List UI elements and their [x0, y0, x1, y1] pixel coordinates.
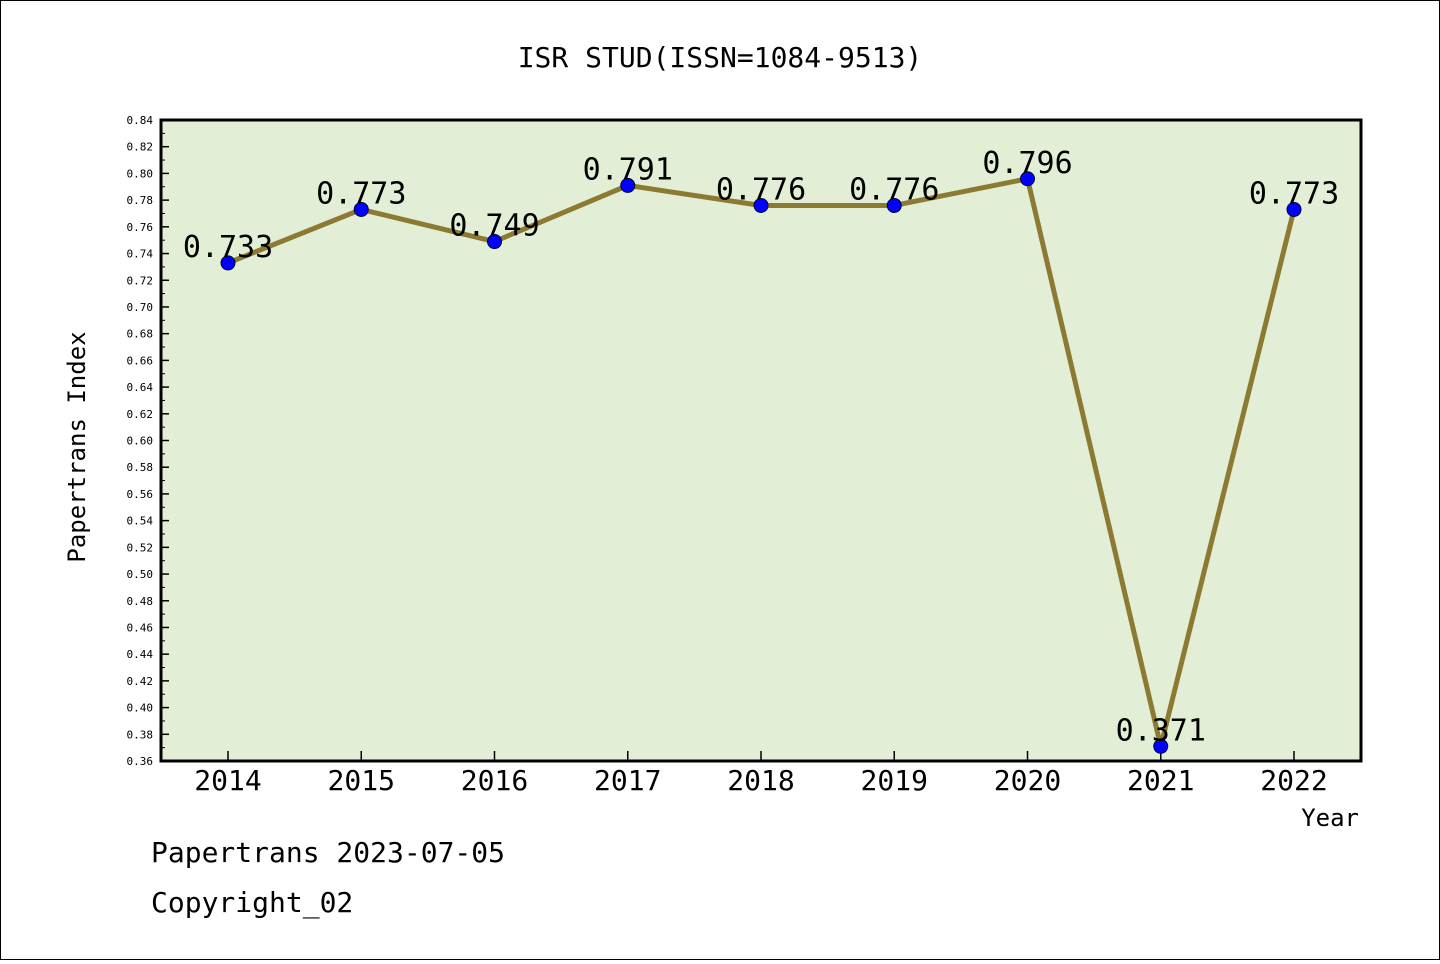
data-point: [886, 197, 902, 213]
y-tick-label: 0.52: [127, 541, 154, 554]
data-label: 0.776: [849, 172, 939, 207]
data-label: 0.749: [449, 209, 539, 244]
y-tick-label: 0.68: [127, 328, 154, 341]
y-tick-label: 0.62: [127, 408, 154, 421]
y-tick-label: 0.70: [127, 301, 154, 314]
x-tick-label: 2019: [861, 764, 928, 797]
x-tick-label: 2014: [194, 764, 261, 797]
y-tick-label: 0.44: [127, 648, 154, 661]
y-tick-label: 0.54: [127, 515, 154, 528]
x-tick-label: 2017: [594, 764, 661, 797]
data-point: [220, 255, 236, 271]
y-tick-label: 0.76: [127, 221, 154, 234]
y-tick-label: 0.72: [127, 274, 154, 287]
x-tick-label: 2018: [727, 764, 794, 797]
y-tick-label: 0.78: [127, 194, 154, 207]
data-point: [1286, 201, 1302, 217]
x-tick-label: 2022: [1260, 764, 1327, 797]
data-point: [1153, 738, 1169, 754]
data-point: [753, 197, 769, 213]
x-tick-label: 2015: [328, 764, 395, 797]
y-tick-label: 0.46: [127, 621, 154, 634]
y-axis-label: Papertrans Index: [63, 331, 91, 562]
data-label: 0.733: [183, 230, 273, 265]
y-tick-label: 0.48: [127, 595, 154, 608]
x-axis: 2014 2015 2016 2017 2018 2019 2020 2021 2022: [194, 751, 1328, 797]
y-tick-label: 0.36: [127, 755, 154, 768]
data-label: 0.776: [716, 172, 806, 207]
plot-area: [159, 118, 1363, 763]
chart-title: ISR STUD(ISSN=1084-9513): [518, 41, 923, 74]
x-tick-label: 2021: [1127, 764, 1194, 797]
data-label: 0.791: [583, 152, 673, 187]
y-tick-label: 0.66: [127, 354, 154, 367]
y-tick-label: 0.84: [127, 114, 154, 127]
x-tick-label: 2016: [461, 764, 528, 797]
data-point: [487, 234, 502, 250]
x-axis-label: Year: [1301, 804, 1359, 832]
series-papertrans-index: 0.733 0.773 0.749 0.791 0.776 0.776 0.796 0.371…: [183, 146, 1339, 754]
data-point: [353, 201, 369, 217]
y-tick-label: 0.40: [127, 702, 154, 715]
y-tick-label: 0.58: [127, 461, 154, 474]
y-tick-label: 0.42: [127, 675, 154, 688]
data-point: [1020, 171, 1035, 187]
y-tick-label: 0.50: [127, 568, 154, 581]
data-label: 0.773: [316, 176, 406, 211]
y-tick-label: 0.56: [127, 488, 154, 501]
y-tick-label: 0.64: [127, 381, 154, 394]
data-label: 0.773: [1249, 176, 1339, 211]
y-tick-label: 0.60: [127, 435, 154, 448]
footer-copyright: Copyright_02: [151, 886, 354, 919]
y-tick-label: 0.38: [127, 728, 154, 741]
data-label: 0.371: [1116, 713, 1206, 748]
footer-stamp: Papertrans 2023-07-05: [151, 836, 506, 869]
y-tick-label: 0.82: [127, 141, 154, 154]
y-tick-label: 0.74: [127, 248, 154, 261]
data-point: [620, 177, 636, 193]
y-tick-label: 0.80: [127, 167, 154, 180]
y-axis: 0.36 0.38 0.40 0.42 0.44 0.46 0.48 0.50 0.52 0.54…: [127, 114, 169, 768]
x-tick-label: 2020: [994, 764, 1061, 797]
data-label: 0.796: [982, 146, 1072, 181]
